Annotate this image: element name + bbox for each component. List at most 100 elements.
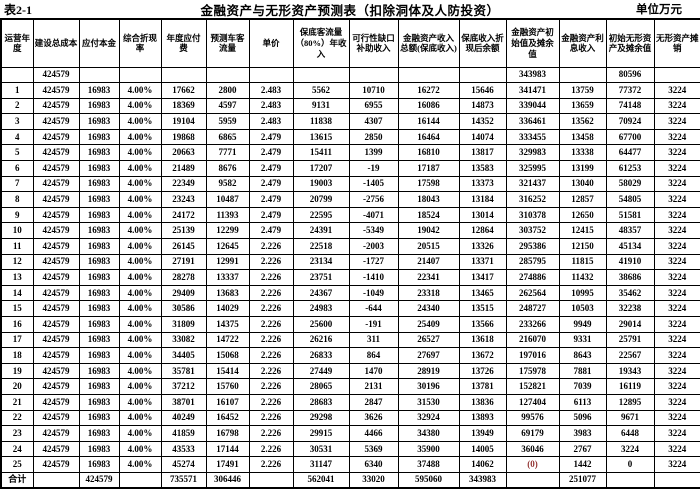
table-row: 10 424579 16983 4.00% 25139 12299 2.479 24391 -5…	[0, 222, 700, 240]
table-cell: 2.479	[248, 160, 294, 177]
table-cell: 4466	[348, 425, 399, 442]
table-cell: 16086	[397, 97, 460, 115]
table-cell: 424579	[32, 175, 80, 193]
table-cell: 4.00%	[118, 144, 162, 162]
header-row: 运营年度 建设总成本 应付本金 综合折现率 年度应付费 预测车客流量 单价 保底客流量（80%…	[0, 18, 700, 68]
table-cell: 19042	[397, 222, 460, 240]
table-cell: 329983	[505, 144, 560, 162]
table-row: 12 424579 16983 4.00% 27191 12991 2.226 23134 -1…	[0, 253, 700, 271]
table-cell: 152821	[505, 378, 560, 395]
table-cell: 13184	[458, 191, 507, 208]
table-cell: 9	[0, 206, 34, 224]
table-cell: -4071	[348, 206, 399, 224]
table-cell: 2800	[205, 82, 250, 99]
table-cell: 7881	[558, 362, 607, 380]
table-cell: 13949	[458, 425, 507, 442]
table-cell: 13836	[458, 393, 507, 411]
table-row: 14 424579 16983 4.00% 29409 13683 2.226 24367 -1…	[0, 284, 700, 302]
table-cell: 7771	[205, 144, 250, 162]
column-header: 综合折现率	[118, 18, 162, 68]
table-cell: 9671	[605, 409, 655, 427]
table-row: 20 424579 16983 4.00% 37212 15760 2.226 28065 21…	[0, 378, 700, 395]
table-cell: 424579	[32, 331, 80, 349]
column-header: 单价	[248, 18, 294, 68]
table-cell: 14375	[205, 316, 250, 333]
table-cell: 38701	[160, 393, 207, 411]
table-cell: 2.226	[248, 456, 294, 473]
table-cell: 3224	[653, 113, 700, 130]
table-cell: 18043	[397, 191, 460, 208]
table-cell: 2.226	[248, 425, 294, 442]
table-cell: 14029	[205, 300, 250, 317]
table-cell: 22518	[292, 238, 350, 255]
table-cell: 22595	[292, 206, 350, 224]
table-cell: 4.00%	[118, 300, 162, 317]
table-cell: 8676	[205, 160, 250, 177]
table-row: 8 424579 16983 4.00% 23243 10487 2.479 20799 -27…	[0, 191, 700, 208]
table-cell: 15414	[205, 362, 250, 380]
table-cell: 4.00%	[118, 160, 162, 177]
table-cell: 3224	[653, 128, 700, 146]
table-cell: 325995	[505, 160, 560, 177]
table-cell: 14062	[458, 456, 507, 473]
table-cell: 5	[0, 144, 34, 162]
table-cell: 2.226	[248, 362, 294, 380]
table-cell: -191	[348, 316, 399, 333]
table-cell: 25	[0, 456, 34, 473]
table-cell: 16107	[205, 393, 250, 411]
table-cell: 2.226	[248, 347, 294, 364]
table-cell: 127404	[505, 393, 560, 411]
table-cell: 13583	[458, 160, 507, 177]
column-header: 保底收入折现后余额	[458, 18, 507, 68]
table-cell: 3224	[653, 456, 700, 473]
table-cell: 262564	[505, 284, 560, 302]
table-cell: 12895	[605, 393, 655, 411]
table-cell: -19	[348, 160, 399, 177]
table-cell: 4.00%	[118, 206, 162, 224]
table-cell: 4307	[348, 113, 399, 130]
table-cell	[653, 471, 700, 489]
table-cell: 17	[0, 331, 34, 349]
table-cell: 16983	[78, 191, 120, 208]
table-cell: 1399	[348, 144, 399, 162]
table-cell: 424579	[32, 160, 80, 177]
table-cell: 6113	[558, 393, 607, 411]
table-cell: 33020	[348, 471, 399, 489]
table-cell: 16983	[78, 284, 120, 302]
table-cell: 424579	[32, 191, 80, 208]
table-cell: 24391	[292, 222, 350, 240]
table-cell: 18524	[397, 206, 460, 224]
table-cell: 424579	[32, 284, 80, 302]
table-cell: 4.00%	[118, 316, 162, 333]
table-cell: 20515	[397, 238, 460, 255]
table-cell: 25600	[292, 316, 350, 333]
table-cell: -5349	[348, 222, 399, 240]
table-cell: 8	[0, 191, 34, 208]
forecast-table: 运营年度 建设总成本 应付本金 综合折现率 年度应付费 预测车客流量 单价 保底客流量（80%…	[0, 18, 700, 489]
table-cell: 41859	[160, 425, 207, 442]
table-cell: 77372	[605, 82, 655, 99]
table-cell: 16983	[78, 82, 120, 99]
table-row: 13 424579 16983 4.00% 28278 13337 2.226 23751 -1…	[0, 269, 700, 286]
table-cell: 99576	[505, 409, 560, 427]
table-cell: 34405	[160, 347, 207, 364]
table-cell: 175978	[505, 362, 560, 380]
table-cell: 16810	[397, 144, 460, 162]
table-cell: 32238	[605, 300, 655, 317]
table-cell: 26833	[292, 347, 350, 364]
table-cell: 13458	[558, 128, 607, 146]
column-header: 年度应付费	[160, 18, 207, 68]
table-cell: 19003	[292, 175, 350, 193]
table-cell: 3224	[653, 253, 700, 271]
table-row: 15 424579 16983 4.00% 30586 14029 2.226 24983 -6…	[0, 300, 700, 317]
table-cell: 9949	[558, 316, 607, 333]
table-row: 17 424579 16983 4.00% 33082 14722 2.226 26216 31…	[0, 331, 700, 349]
table-cell: 3224	[653, 82, 700, 99]
table-cell: 54805	[605, 191, 655, 208]
table-cell	[0, 66, 34, 84]
table-cell: 61253	[605, 160, 655, 177]
unit-label: 单位万元	[636, 4, 682, 16]
table-cell: 14	[0, 284, 34, 302]
table-cell: 12299	[205, 222, 250, 240]
